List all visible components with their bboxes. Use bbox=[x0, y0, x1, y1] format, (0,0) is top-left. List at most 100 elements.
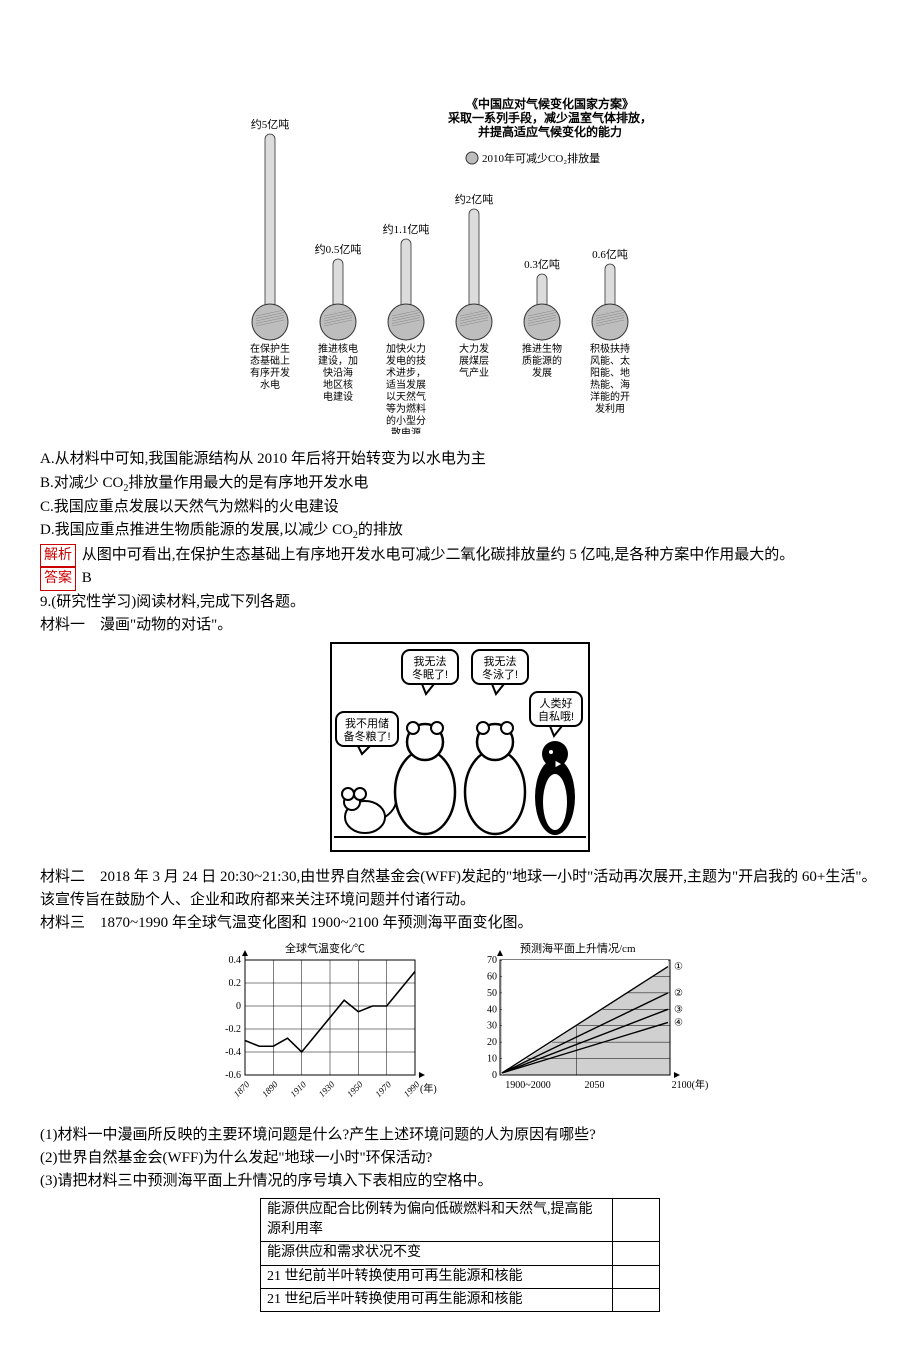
svg-text:-0.4: -0.4 bbox=[225, 1047, 241, 1058]
table-cell-blank bbox=[613, 1265, 660, 1288]
option-b-pre: B.对减少 CO bbox=[40, 475, 123, 491]
table-cell-blank bbox=[613, 1198, 660, 1242]
svg-text:有序开发: 有序开发 bbox=[250, 366, 290, 379]
svg-text:积极扶持: 积极扶持 bbox=[590, 342, 630, 355]
svg-text:加快火力: 加快火力 bbox=[386, 342, 426, 355]
svg-text:预测海平面上升情况/cm: 预测海平面上升情况/cm bbox=[520, 941, 636, 955]
svg-text:0.4: 0.4 bbox=[229, 955, 242, 966]
svg-text:1930: 1930 bbox=[317, 1079, 337, 1099]
svg-text:①: ① bbox=[674, 961, 683, 972]
svg-text:(年): (年) bbox=[420, 1082, 437, 1095]
svg-text:约5亿吨: 约5亿吨 bbox=[251, 118, 290, 131]
svg-text:1950: 1950 bbox=[345, 1079, 365, 1099]
table-cell-desc: 21 世纪前半叶转换使用可再生能源和核能 bbox=[261, 1265, 613, 1288]
cartoon-svg: 我不用储备冬粮了!我无法冬眠了!我无法冬泳了!人类好自私哦! bbox=[330, 642, 590, 852]
co2-chart-svg: 《中国应对气候变化国家方案》采取一系列手段，减少温室气体排放，并提高适应气候变化… bbox=[240, 94, 680, 434]
svg-text:我无法: 我无法 bbox=[484, 654, 517, 668]
q9-head: 9.(研究性学习)阅读材料,完成下列各题。 bbox=[40, 591, 880, 614]
answer-text: B bbox=[82, 570, 92, 586]
svg-text:0.3亿吨: 0.3亿吨 bbox=[524, 258, 560, 271]
svg-text:适当发展: 适当发展 bbox=[386, 378, 426, 391]
svg-text:④: ④ bbox=[674, 1017, 683, 1028]
svg-text:-0.2: -0.2 bbox=[225, 1024, 241, 1035]
svg-text:发展: 发展 bbox=[532, 366, 552, 379]
svg-text:全球气温变化/℃: 全球气温变化/℃ bbox=[285, 941, 365, 955]
svg-text:风能、太: 风能、太 bbox=[590, 354, 630, 367]
svg-text:1870: 1870 bbox=[232, 1079, 252, 1099]
svg-text:快沿海: 快沿海 bbox=[323, 366, 353, 379]
charts-svg: 全球气温变化/℃ 0.4 0.2 0 -0.2 -0.4 -0.61870 1890 1910 1… bbox=[200, 940, 720, 1110]
svg-text:采取一系列手段，减少温室气体排放，: 采取一系列手段，减少温室气体排放， bbox=[447, 110, 652, 125]
svg-text:0: 0 bbox=[492, 1070, 497, 1081]
svg-text:2010年可减少CO₂排放量: 2010年可减少CO₂排放量 bbox=[482, 151, 600, 165]
analysis-tag: 解析 bbox=[40, 544, 76, 568]
option-d-post: 的排放 bbox=[358, 522, 403, 538]
analysis-text: 从图中可看出,在保护生态基础上有序地开发水电可减少二氧化碳排放量约 5 亿吨,是… bbox=[82, 547, 795, 563]
svg-text:推进生物: 推进生物 bbox=[522, 342, 562, 355]
svg-text:1890: 1890 bbox=[260, 1079, 280, 1099]
option-c: C.我国应重点发展以天然气为燃料的火电建设 bbox=[40, 496, 880, 519]
svg-text:1970: 1970 bbox=[373, 1079, 393, 1099]
svg-text:质能源的: 质能源的 bbox=[522, 354, 562, 367]
svg-text:②: ② bbox=[674, 987, 683, 998]
q9-material1: 材料一 漫画"动物的对话"。 bbox=[40, 614, 880, 637]
svg-text:人类好: 人类好 bbox=[540, 696, 573, 710]
svg-text:以天然气: 以天然气 bbox=[386, 390, 426, 403]
svg-text:0: 0 bbox=[236, 1001, 241, 1012]
svg-text:60: 60 bbox=[487, 971, 497, 982]
svg-text:20: 20 bbox=[487, 1037, 497, 1048]
svg-text:气产业: 气产业 bbox=[459, 366, 489, 379]
animal-cartoon: 我不用储备冬粮了!我无法冬眠了!我无法冬泳了!人类好自私哦! bbox=[40, 642, 880, 860]
svg-text:散电源: 散电源 bbox=[391, 426, 421, 434]
table-cell-blank bbox=[613, 1242, 660, 1265]
svg-text:电建设: 电建设 bbox=[323, 390, 353, 403]
svg-text:洋能的开: 洋能的开 bbox=[590, 390, 630, 403]
svg-text:术进步，: 术进步， bbox=[386, 367, 426, 379]
svg-text:推进核电: 推进核电 bbox=[318, 342, 358, 355]
option-d: D.我国应重点推进生物质能源的发展,以减少 CO2的排放 bbox=[40, 519, 880, 544]
svg-text:热能、海: 热能、海 bbox=[590, 378, 630, 391]
prediction-table: 能源供应配合比例转为偏向低碳燃料和天然气,提高能源利用率能源供应和需求状况不变2… bbox=[260, 1198, 660, 1312]
svg-text:并提高适应气候变化的能力: 并提高适应气候变化的能力 bbox=[478, 124, 622, 139]
q9-sub3: (3)请把材料三中预测海平面上升情况的序号填入下表相应的空格中。 bbox=[40, 1170, 880, 1193]
svg-text:1990: 1990 bbox=[402, 1079, 422, 1099]
svg-text:自私哦!: 自私哦! bbox=[538, 710, 574, 723]
svg-text:的小型分: 的小型分 bbox=[386, 414, 426, 427]
svg-text:水电: 水电 bbox=[260, 378, 280, 391]
svg-text:地区核: 地区核 bbox=[323, 378, 353, 391]
svg-text:③: ③ bbox=[674, 1004, 683, 1015]
svg-text:在保护生: 在保护生 bbox=[250, 342, 290, 355]
svg-text:1910: 1910 bbox=[288, 1079, 308, 1099]
q9-material2: 材料二 2018 年 3 月 24 日 20:30~21:30,由世界自然基金会… bbox=[40, 866, 880, 913]
svg-text:0.2: 0.2 bbox=[229, 978, 242, 989]
table-cell-blank bbox=[613, 1288, 660, 1311]
svg-text:展煤层: 展煤层 bbox=[459, 354, 489, 367]
svg-text:0.6亿吨: 0.6亿吨 bbox=[592, 248, 628, 261]
option-b: B.对减少 CO2排放量作用最大的是有序地开发水电 bbox=[40, 472, 880, 497]
svg-text:我无法: 我无法 bbox=[414, 654, 447, 668]
svg-text:发电的技: 发电的技 bbox=[386, 354, 426, 367]
svg-text:2100(年): 2100(年) bbox=[672, 1078, 709, 1091]
svg-text:-0.6: -0.6 bbox=[225, 1070, 241, 1081]
answer-tag: 答案 bbox=[40, 567, 76, 591]
svg-text:等为燃料: 等为燃料 bbox=[386, 402, 426, 415]
svg-text:40: 40 bbox=[487, 1004, 497, 1015]
svg-text:《中国应对气候变化国家方案》: 《中国应对气候变化国家方案》 bbox=[466, 96, 634, 111]
answer-block: 答案 B bbox=[40, 567, 880, 591]
table-cell-desc: 能源供应和需求状况不变 bbox=[261, 1242, 613, 1265]
option-b-post: 排放量作用最大的是有序地开发水电 bbox=[128, 475, 368, 491]
table-row: 能源供应配合比例转为偏向低碳燃料和天然气,提高能源利用率 bbox=[261, 1198, 660, 1242]
q9-sub1: (1)材料一中漫画所反映的主要环境问题是什么?产生上述环境问题的人为原因有哪些? bbox=[40, 1124, 880, 1147]
svg-text:2050: 2050 bbox=[585, 1080, 605, 1091]
svg-text:70: 70 bbox=[487, 955, 497, 966]
svg-text:约1.1亿吨: 约1.1亿吨 bbox=[383, 223, 430, 236]
svg-text:发利用: 发利用 bbox=[595, 402, 625, 415]
co2-reduction-infographic: 《中国应对气候变化国家方案》采取一系列手段，减少温室气体排放，并提高适应气候变化… bbox=[40, 94, 880, 442]
option-d-pre: D.我国应重点推进生物质能源的发展,以减少 CO bbox=[40, 522, 353, 538]
svg-text:备冬粮了!: 备冬粮了! bbox=[343, 729, 390, 743]
svg-text:我不用储: 我不用储 bbox=[345, 716, 389, 730]
svg-text:大力发: 大力发 bbox=[459, 342, 489, 355]
svg-text:10: 10 bbox=[487, 1053, 497, 1064]
analysis-block: 解析 从图中可看出,在保护生态基础上有序地开发水电可减少二氧化碳排放量约 5 亿… bbox=[40, 544, 880, 568]
table-row: 能源供应和需求状况不变 bbox=[261, 1242, 660, 1265]
